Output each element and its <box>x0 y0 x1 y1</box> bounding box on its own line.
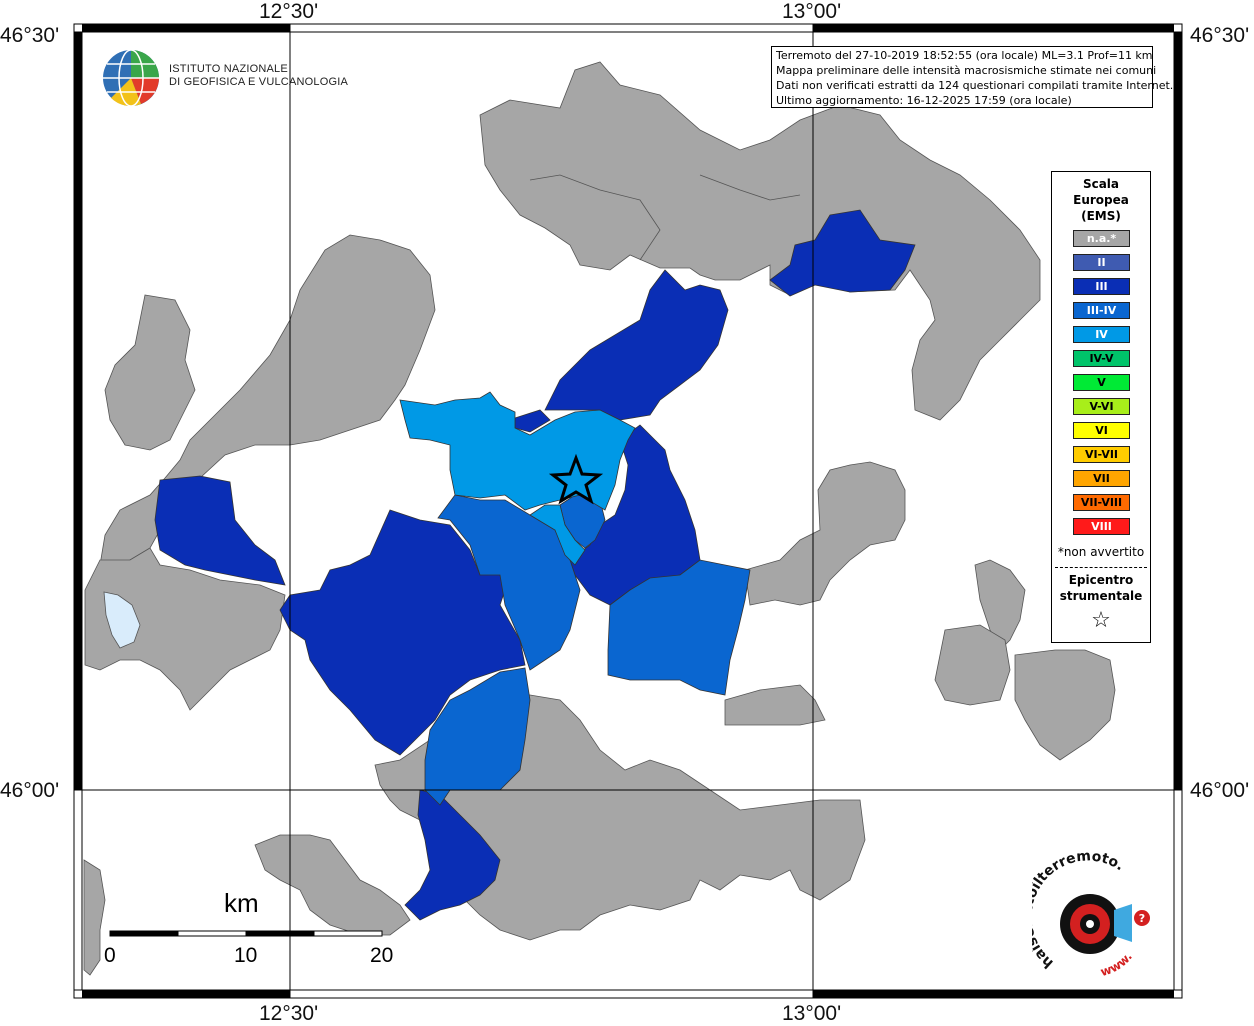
scale-unit: km <box>224 888 259 918</box>
graticule <box>74 24 1182 998</box>
legend-item-5: IV-V <box>1073 350 1130 367</box>
legend-item-1: II <box>1073 254 1130 271</box>
svg-text:?: ? <box>1139 912 1145 925</box>
info-line-4: Ultimo aggiornamento: 16-12-2025 17:59 (… <box>776 94 1072 107</box>
ems-legend: Scala Europea (EMS) n.a.* II III III-IV IV IV… <box>1051 171 1151 643</box>
municipalities-iv <box>399 391 636 566</box>
lat-label-mid-left: 46°00' <box>0 779 60 802</box>
ingv-name-line-2: DI GEOFISICA E VULCANOLOGIA <box>169 76 348 88</box>
lon-label-bottom-1: 12°30' <box>259 1002 319 1025</box>
legend-epicenter-line-1: Epicentro <box>1068 573 1134 587</box>
legend-item-9: VI-VII <box>1073 446 1130 463</box>
scale-bar <box>109 930 383 937</box>
lon-label-top-2: 13°00' <box>782 0 842 23</box>
legend-item-10: VII <box>1073 470 1130 487</box>
legend-item-4: IV <box>1073 326 1130 343</box>
info-line-1: Terremoto del 27-10-2019 18:52:55 (ora l… <box>776 49 1153 62</box>
legend-title-line-3: (EMS) <box>1081 209 1121 223</box>
info-line-3: Dati non verificati estratti da 124 ques… <box>776 79 1174 92</box>
legend-item-2: III <box>1073 278 1130 295</box>
ingv-name: ISTITUTO NAZIONALE DI GEOFISICA E VULCAN… <box>169 63 348 89</box>
legend-item-11: VII-VIII <box>1073 494 1130 511</box>
earthquake-info-box: Terremoto del 27-10-2019 18:52:55 (ora l… <box>771 46 1174 108</box>
legend-item-3: III-IV <box>1073 302 1130 319</box>
ingv-name-line-1: ISTITUTO NAZIONALE <box>169 63 288 75</box>
municipalities-na <box>83 61 1116 976</box>
scale-tick-0: 0 <box>104 944 116 967</box>
legend-item-12: VIII <box>1073 518 1130 535</box>
scale-tick-10: 10 <box>234 944 258 967</box>
municipalities-iii-iv <box>424 491 751 806</box>
epicenter-star <box>548 453 604 505</box>
svg-text:www.: www. <box>1099 950 1135 980</box>
haisentito-logo-icon: haisentitoilterremoto.it www. ? <box>1032 852 1150 980</box>
lon-label-bottom-2: 13°00' <box>782 1002 842 1025</box>
scale-tick-20: 20 <box>370 944 394 967</box>
legend-epicenter-line-2: strumentale <box>1059 589 1143 603</box>
star-icon: ☆ <box>1091 608 1111 633</box>
legend-epicenter-label: Epicentro strumentale <box>1052 572 1150 604</box>
legend-note: *non avvertito <box>1057 545 1145 559</box>
legend-title-line-2: Europea <box>1073 193 1129 207</box>
lat-label-mid-right: 46°00' <box>1190 779 1250 802</box>
lon-label-top-1: 12°30' <box>259 0 319 23</box>
info-line-2: Mappa preliminare delle intensità macros… <box>776 64 1157 77</box>
legend-title: Scala Europea (EMS) <box>1052 176 1150 224</box>
legend-title-line-1: Scala <box>1082 177 1120 191</box>
legend-item-0: n.a.* <box>1073 230 1130 247</box>
municipalities-iii <box>154 209 916 921</box>
lat-label-top-right: 46°30' <box>1190 24 1250 47</box>
legend-item-7: V-VI <box>1073 398 1130 415</box>
legend-separator <box>1055 567 1147 568</box>
haisentito-www: www. <box>1099 950 1135 980</box>
ingv-logo-icon <box>103 49 159 107</box>
legend-item-8: VI <box>1073 422 1130 439</box>
lake <box>103 591 141 649</box>
legend-item-6: V <box>1073 374 1130 391</box>
lat-label-top-left: 46°30' <box>0 24 60 47</box>
